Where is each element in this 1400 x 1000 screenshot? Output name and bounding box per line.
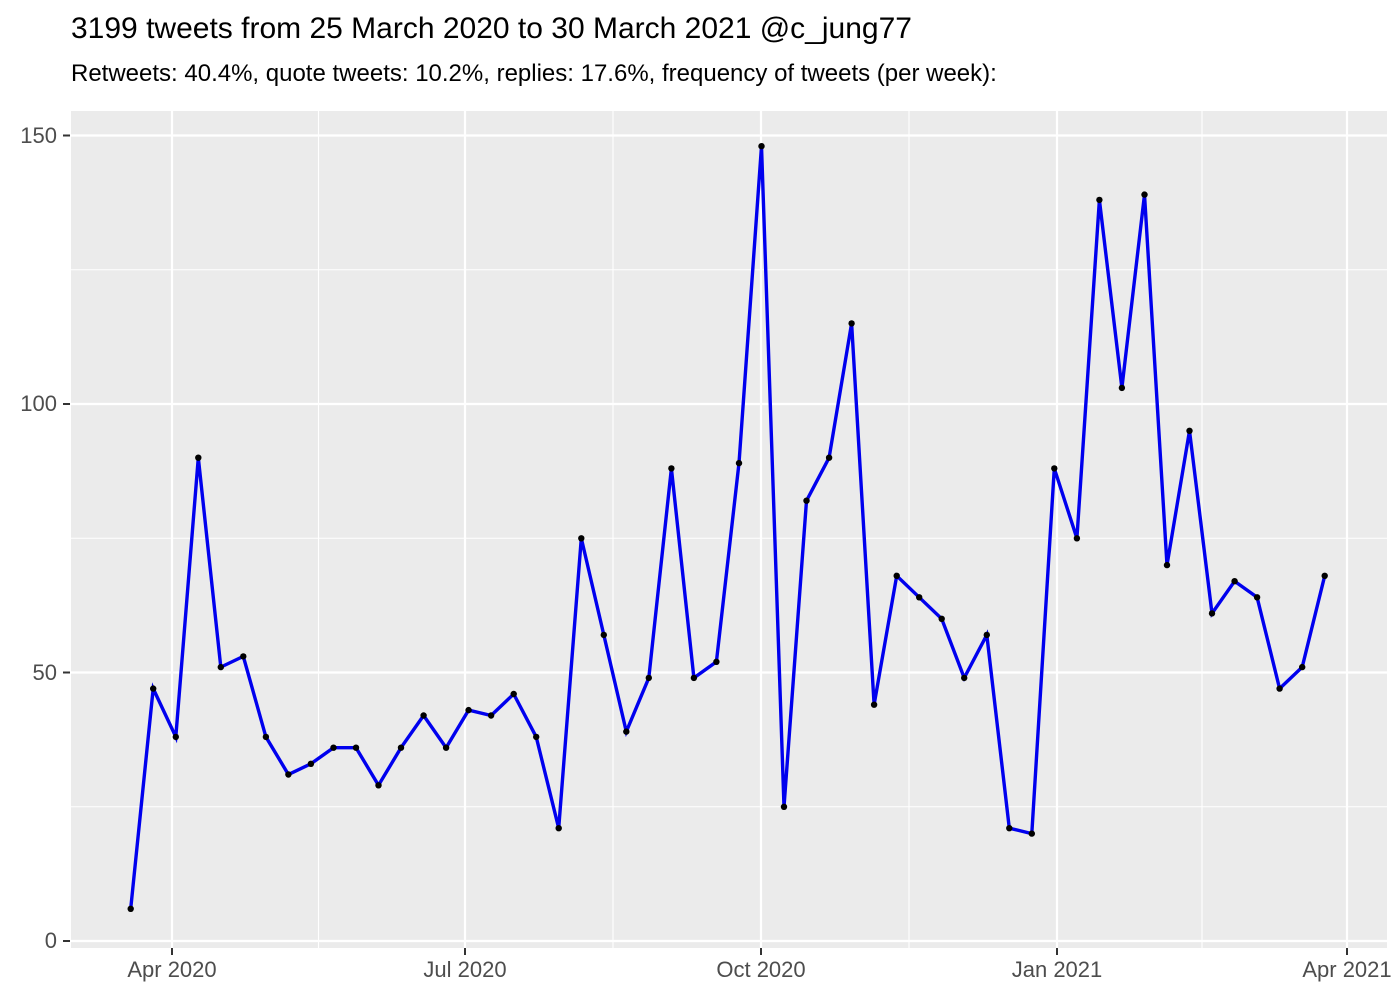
y-axis-tick-label: 50 — [32, 659, 57, 685]
chart-title: 3199 tweets from 25 March 2020 to 30 Mar… — [71, 12, 912, 45]
data-point — [1096, 196, 1103, 204]
data-point — [735, 459, 743, 467]
y-axis-tick-label: 150 — [20, 122, 57, 148]
data-point — [1118, 384, 1126, 392]
data-point — [780, 803, 788, 810]
data-point — [916, 594, 923, 601]
data-point — [848, 320, 855, 327]
data-point — [690, 674, 698, 682]
data-point — [375, 782, 382, 789]
x-axis-tick-label: Jul 2020 — [423, 957, 507, 982]
data-point — [1051, 465, 1058, 472]
data-point — [172, 733, 179, 741]
data-point — [1231, 578, 1238, 585]
data-point — [1141, 191, 1148, 198]
data-point — [803, 497, 810, 504]
data-point — [487, 712, 495, 719]
data-point — [623, 728, 630, 735]
plot-panel-background — [71, 111, 1387, 948]
data-point — [533, 733, 540, 741]
data-point — [983, 631, 990, 639]
data-point — [285, 771, 292, 778]
data-point — [127, 905, 134, 912]
data-point — [1321, 572, 1328, 579]
data-point — [938, 615, 945, 622]
data-point — [825, 454, 833, 461]
data-point — [352, 744, 360, 751]
data-point — [578, 535, 585, 542]
data-point — [150, 685, 157, 692]
data-point — [1006, 825, 1013, 832]
data-point — [1186, 427, 1193, 434]
data-point — [1299, 663, 1306, 671]
data-point — [397, 744, 405, 751]
x-axis-tick-label: Apr 2020 — [127, 957, 217, 982]
data-point — [1073, 535, 1081, 542]
data-point — [1276, 685, 1283, 692]
data-point — [442, 744, 450, 751]
data-point — [420, 712, 427, 719]
data-point — [1253, 594, 1261, 601]
data-point — [195, 454, 202, 461]
data-point — [465, 706, 472, 714]
x-axis-tick-label: Jan 2021 — [1011, 957, 1103, 982]
data-point — [1163, 561, 1171, 569]
y-axis-tick-label: 0 — [44, 928, 57, 953]
data-point — [645, 674, 652, 682]
data-point — [893, 572, 900, 579]
data-point — [1028, 830, 1036, 837]
data-point — [240, 653, 247, 660]
data-point — [555, 825, 562, 832]
data-point — [330, 744, 337, 751]
data-point — [713, 658, 720, 665]
tweets-per-week-line — [129, 146, 1327, 909]
data-point — [870, 701, 878, 708]
data-point — [217, 663, 224, 671]
x-axis-tick-label: Oct 2020 — [716, 957, 806, 982]
data-point — [1208, 610, 1216, 617]
data-point — [961, 674, 968, 682]
x-axis-tick-label: Apr 2021 — [1302, 957, 1392, 982]
data-point — [668, 465, 675, 472]
data-point — [262, 733, 270, 741]
data-point — [510, 690, 517, 698]
chart-subtitle: Retweets: 40.4%, quote tweets: 10.2%, re… — [71, 60, 997, 87]
data-point — [307, 760, 315, 767]
data-point — [758, 143, 765, 150]
data-point — [600, 631, 607, 639]
y-axis-tick-label: 100 — [20, 391, 57, 416]
